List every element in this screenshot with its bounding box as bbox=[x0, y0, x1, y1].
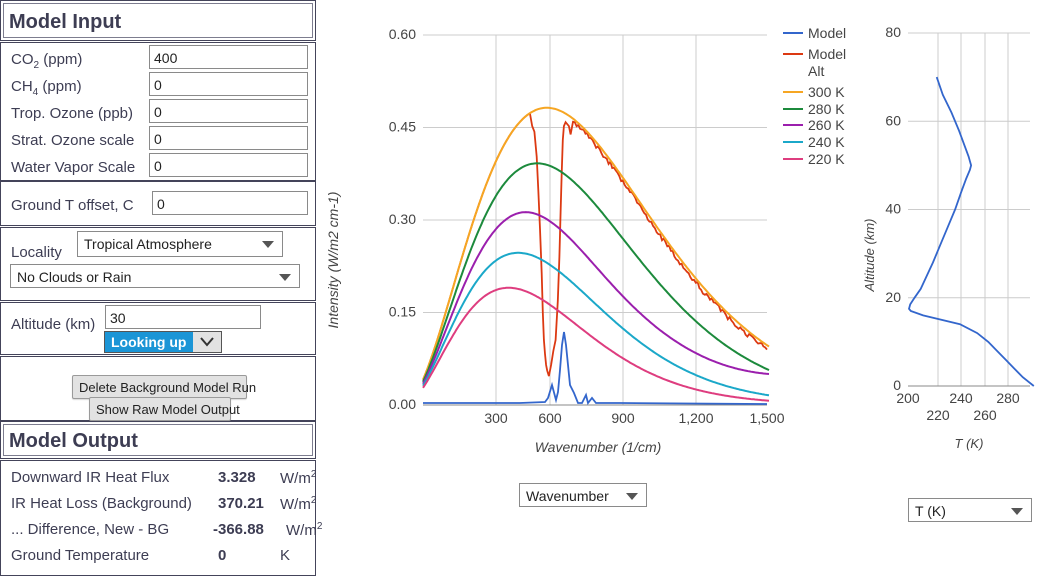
svg-text:Altitude (km): Altitude (km) bbox=[862, 219, 877, 293]
svg-text:80: 80 bbox=[885, 24, 901, 40]
svg-text:600: 600 bbox=[538, 410, 562, 426]
svg-text:0.60: 0.60 bbox=[389, 26, 416, 42]
svg-text:0.45: 0.45 bbox=[389, 119, 416, 135]
svg-text:260 K: 260 K bbox=[808, 117, 845, 133]
svg-text:0.00: 0.00 bbox=[389, 396, 416, 412]
svg-text:60: 60 bbox=[885, 112, 901, 128]
svg-text:220 K: 220 K bbox=[808, 151, 845, 167]
svg-text:280: 280 bbox=[996, 390, 1020, 406]
svg-text:200: 200 bbox=[896, 390, 920, 406]
svg-text:220: 220 bbox=[926, 407, 950, 423]
svg-text:Wavenumber (1/cm): Wavenumber (1/cm) bbox=[535, 439, 662, 455]
svg-text:240: 240 bbox=[949, 390, 973, 406]
svg-text:Intensity (W/m2 cm-1): Intensity (W/m2 cm-1) bbox=[325, 192, 341, 329]
svg-text:1,500: 1,500 bbox=[749, 410, 784, 426]
svg-text:260: 260 bbox=[973, 407, 997, 423]
svg-text:1,200: 1,200 bbox=[678, 410, 713, 426]
svg-text:300 K: 300 K bbox=[808, 84, 845, 100]
svg-text:240 K: 240 K bbox=[808, 134, 845, 150]
svg-text:280 K: 280 K bbox=[808, 101, 845, 117]
svg-text:20: 20 bbox=[885, 289, 901, 305]
svg-text:300: 300 bbox=[484, 410, 508, 426]
svg-text:0.15: 0.15 bbox=[389, 304, 416, 320]
svg-text:Model: Model bbox=[808, 46, 846, 62]
svg-text:T (K): T (K) bbox=[955, 436, 984, 451]
svg-text:900: 900 bbox=[611, 410, 635, 426]
svg-text:0.30: 0.30 bbox=[389, 211, 416, 227]
svg-text:Alt: Alt bbox=[808, 63, 824, 79]
svg-text:40: 40 bbox=[885, 201, 901, 217]
svg-text:Model: Model bbox=[808, 25, 846, 41]
